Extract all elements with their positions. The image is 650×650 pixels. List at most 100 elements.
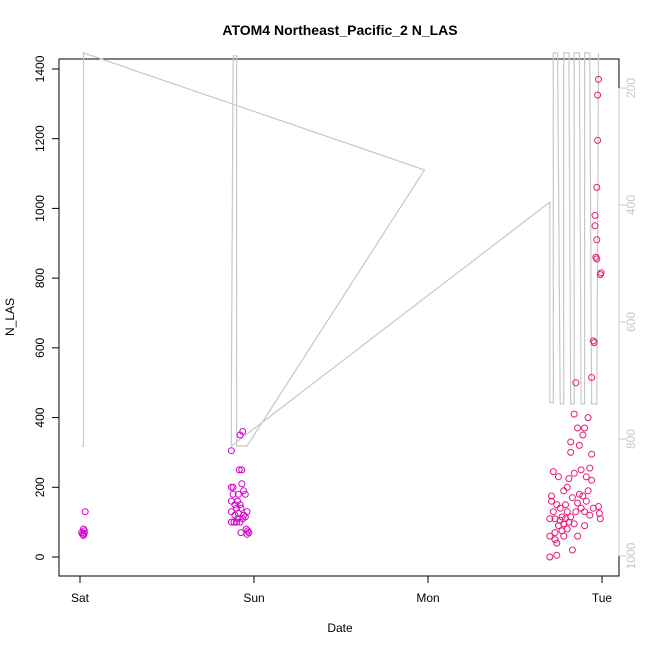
data-point <box>579 431 587 439</box>
data-point <box>558 513 566 521</box>
data-point <box>568 546 576 554</box>
data-point <box>235 466 243 474</box>
depth-line <box>81 52 600 448</box>
data-point <box>549 508 557 516</box>
data-point <box>553 551 561 559</box>
data-point <box>575 441 583 449</box>
data-point <box>591 211 599 219</box>
data-point <box>574 532 582 540</box>
data-point <box>593 184 601 191</box>
x-tick-label: Tue <box>592 591 613 605</box>
y2-tick-label: 600 <box>624 312 638 332</box>
data-point <box>546 515 554 523</box>
data-point <box>555 473 562 481</box>
data-point <box>81 508 89 516</box>
data-point <box>574 499 582 507</box>
data-point <box>563 483 571 491</box>
chart-title: ATOM4 Northeast_Pacific_2 N_LAS <box>222 22 457 38</box>
data-point <box>229 483 237 491</box>
y-tick-label: 1200 <box>33 125 47 152</box>
data-point <box>581 522 589 530</box>
data-point <box>586 464 594 472</box>
data-point <box>593 255 601 263</box>
data-point <box>563 525 571 533</box>
data-point <box>594 91 602 99</box>
y-tick-label: 200 <box>33 477 47 497</box>
data-point <box>567 513 575 521</box>
data-point <box>243 530 251 538</box>
data-point <box>588 450 596 458</box>
data-point <box>239 428 247 435</box>
data-point <box>593 236 601 244</box>
data-point <box>596 515 604 523</box>
data-point <box>79 530 87 538</box>
plot-frame <box>58 58 620 577</box>
depth-line-layer <box>81 52 600 448</box>
y2-tick-label: 800 <box>624 429 638 449</box>
data-point <box>597 269 605 277</box>
data-point <box>562 501 569 509</box>
data-point <box>595 503 602 510</box>
data-point <box>548 492 555 500</box>
y-axis-label: N_LAS <box>3 298 17 336</box>
data-point <box>595 75 602 83</box>
secondary-y-axis: 200 400 600 800 1000 <box>618 78 638 569</box>
data-point <box>238 466 246 474</box>
data-point <box>234 490 242 498</box>
data-point <box>546 532 554 540</box>
data-point <box>574 424 582 432</box>
data-point <box>548 497 555 505</box>
data-point <box>565 475 573 483</box>
data-point <box>546 553 554 561</box>
data-point <box>236 501 244 509</box>
x-axis: Sat Sun Mon Tue <box>71 575 613 605</box>
data-point <box>575 490 583 498</box>
data-point <box>590 339 598 347</box>
data-point <box>577 466 585 474</box>
data-point <box>570 410 578 418</box>
data-point <box>80 527 88 535</box>
x-tick-label: Sun <box>243 591 264 605</box>
data-point <box>227 508 235 516</box>
data-point <box>572 508 580 516</box>
data-point <box>229 490 237 498</box>
data-point <box>588 374 596 381</box>
data-point <box>582 473 590 481</box>
y-tick-label: 800 <box>33 268 47 288</box>
data-point <box>241 490 249 498</box>
data-point <box>245 529 253 537</box>
data-point <box>581 508 589 516</box>
y-tick-label: 1400 <box>33 55 47 82</box>
data-point <box>560 487 568 495</box>
y-tick-label: 400 <box>33 407 47 427</box>
x-tick-label: Mon <box>416 591 439 605</box>
data-point <box>560 532 568 540</box>
data-point <box>240 511 248 519</box>
data-point <box>243 508 251 516</box>
data-point <box>553 501 561 509</box>
data-point <box>563 508 571 516</box>
data-point <box>233 518 241 526</box>
data-point <box>584 487 592 495</box>
data-point <box>570 520 578 528</box>
data-point <box>551 536 559 544</box>
data-point <box>549 468 557 476</box>
data-point <box>556 504 564 512</box>
data-point <box>588 476 596 484</box>
data-point <box>227 518 235 526</box>
data-point <box>582 497 590 505</box>
x-tick-label: Sat <box>71 591 90 605</box>
y-tick-label: 1000 <box>33 195 47 222</box>
data-point <box>238 480 246 488</box>
points-layer <box>78 75 605 561</box>
y-tick-label: 0 <box>33 553 47 560</box>
data-point <box>568 494 576 502</box>
data-point <box>581 424 589 432</box>
data-point <box>572 379 580 387</box>
data-point <box>80 529 88 537</box>
data-point <box>227 497 235 505</box>
data-point <box>595 509 603 517</box>
data-point <box>553 539 561 547</box>
x-axis-label: Date <box>327 621 353 635</box>
data-point <box>584 414 592 422</box>
